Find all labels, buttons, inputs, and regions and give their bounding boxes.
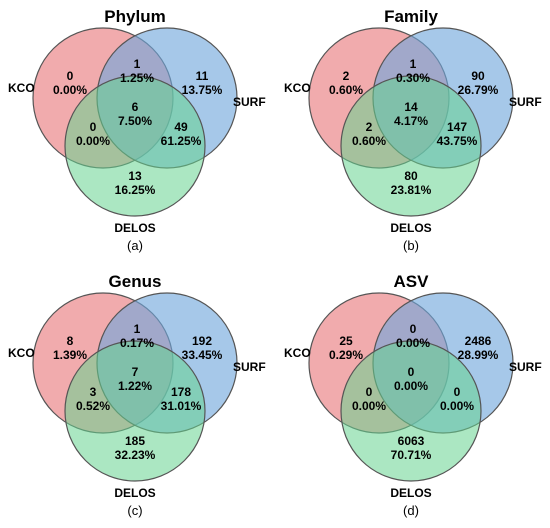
region-count-a-only: 2 (343, 69, 350, 83)
venn-panel-family: FamilyKCOSURFDELOS20.60%9026.79%10.30%14… (284, 7, 542, 253)
region-count-abc: 14 (404, 100, 418, 114)
panel-label: (c) (127, 503, 142, 518)
region-count-c-only: 13 (128, 169, 142, 183)
region-percent-a-only: 0.29% (329, 348, 363, 362)
region-count-c-only: 185 (125, 434, 145, 448)
delos-set-circle (64, 340, 206, 482)
venn-panel-phylum: PhylumKCOSURFDELOS00.00%1113.75%11.25%67… (8, 7, 266, 253)
region-percent-ac: 0.00% (352, 399, 386, 413)
panel-label: (a) (127, 238, 143, 253)
set-label-delos: DELOS (390, 486, 431, 500)
set-label-delos: DELOS (114, 486, 155, 500)
panel-title: Genus (109, 272, 162, 291)
region-percent-ab: 0.30% (396, 71, 430, 85)
set-label-surf: SURF (509, 360, 542, 374)
region-percent-a-only: 0.60% (329, 83, 363, 97)
region-percent-bc: 0.00% (440, 399, 474, 413)
set-label-delos: DELOS (114, 221, 155, 235)
set-label-kco: KCO (284, 346, 311, 360)
region-percent-abc: 0.00% (394, 379, 428, 393)
region-percent-bc: 43.75% (437, 134, 478, 148)
panel-label: (b) (403, 238, 419, 253)
region-percent-abc: 1.22% (118, 379, 152, 393)
delos-set-circle (64, 75, 206, 217)
region-percent-ac: 0.52% (76, 399, 110, 413)
region-percent-abc: 7.50% (118, 114, 152, 128)
region-percent-ac: 0.60% (352, 134, 386, 148)
delos-set-circle (340, 340, 482, 482)
region-count-ab: 0 (410, 322, 417, 336)
panel-label: (d) (403, 503, 419, 518)
region-percent-c-only: 23.81% (391, 183, 432, 197)
region-percent-bc: 31.01% (161, 399, 202, 413)
venn-panel-genus: GenusKCOSURFDELOS81.39%19233.45%10.17%71… (8, 272, 266, 518)
region-count-bc: 49 (174, 120, 188, 134)
region-count-a-only: 0 (67, 69, 74, 83)
region-count-b-only: 90 (471, 69, 485, 83)
region-percent-a-only: 1.39% (53, 348, 87, 362)
region-count-b-only: 2486 (465, 334, 492, 348)
region-count-c-only: 80 (404, 169, 418, 183)
region-count-ac: 2 (366, 120, 373, 134)
set-label-surf: SURF (233, 95, 266, 109)
region-count-ac: 3 (90, 385, 97, 399)
region-percent-b-only: 26.79% (458, 83, 499, 97)
region-count-ac: 0 (366, 385, 373, 399)
set-label-kco: KCO (284, 81, 311, 95)
region-percent-a-only: 0.00% (53, 83, 87, 97)
set-label-surf: SURF (509, 95, 542, 109)
region-count-abc: 0 (408, 365, 415, 379)
panel-title: Family (384, 7, 438, 26)
delos-set-circle (340, 75, 482, 217)
region-count-ab: 1 (134, 322, 141, 336)
region-count-bc: 147 (447, 120, 467, 134)
region-count-b-only: 192 (192, 334, 212, 348)
region-percent-ab: 1.25% (120, 71, 154, 85)
set-label-kco: KCO (8, 346, 35, 360)
set-label-kco: KCO (8, 81, 35, 95)
region-count-bc: 178 (171, 385, 191, 399)
venn-panel-asv: ASVKCOSURFDELOS250.29%248628.99%00.00%00… (284, 272, 542, 518)
region-count-ab: 1 (134, 57, 141, 71)
set-label-surf: SURF (233, 360, 266, 374)
region-count-c-only: 6063 (398, 434, 425, 448)
region-percent-bc: 61.25% (161, 134, 202, 148)
region-percent-b-only: 28.99% (458, 348, 499, 362)
region-count-b-only: 11 (196, 69, 209, 83)
region-count-ac: 0 (90, 120, 97, 134)
region-percent-ab: 0.00% (396, 336, 430, 350)
region-count-a-only: 8 (67, 334, 74, 348)
region-count-bc: 0 (454, 385, 461, 399)
region-percent-b-only: 13.75% (182, 83, 223, 97)
region-percent-c-only: 70.71% (391, 448, 432, 462)
region-count-abc: 7 (132, 365, 139, 379)
region-percent-b-only: 33.45% (182, 348, 223, 362)
region-percent-c-only: 16.25% (115, 183, 156, 197)
region-percent-ab: 0.17% (120, 336, 154, 350)
region-count-a-only: 25 (339, 334, 353, 348)
panel-title: ASV (394, 272, 430, 291)
panel-title: Phylum (104, 7, 165, 26)
region-percent-c-only: 32.23% (115, 448, 156, 462)
region-percent-ac: 0.00% (76, 134, 110, 148)
region-count-abc: 6 (132, 100, 139, 114)
region-percent-abc: 4.17% (394, 114, 428, 128)
region-count-ab: 1 (410, 57, 417, 71)
set-label-delos: DELOS (390, 221, 431, 235)
